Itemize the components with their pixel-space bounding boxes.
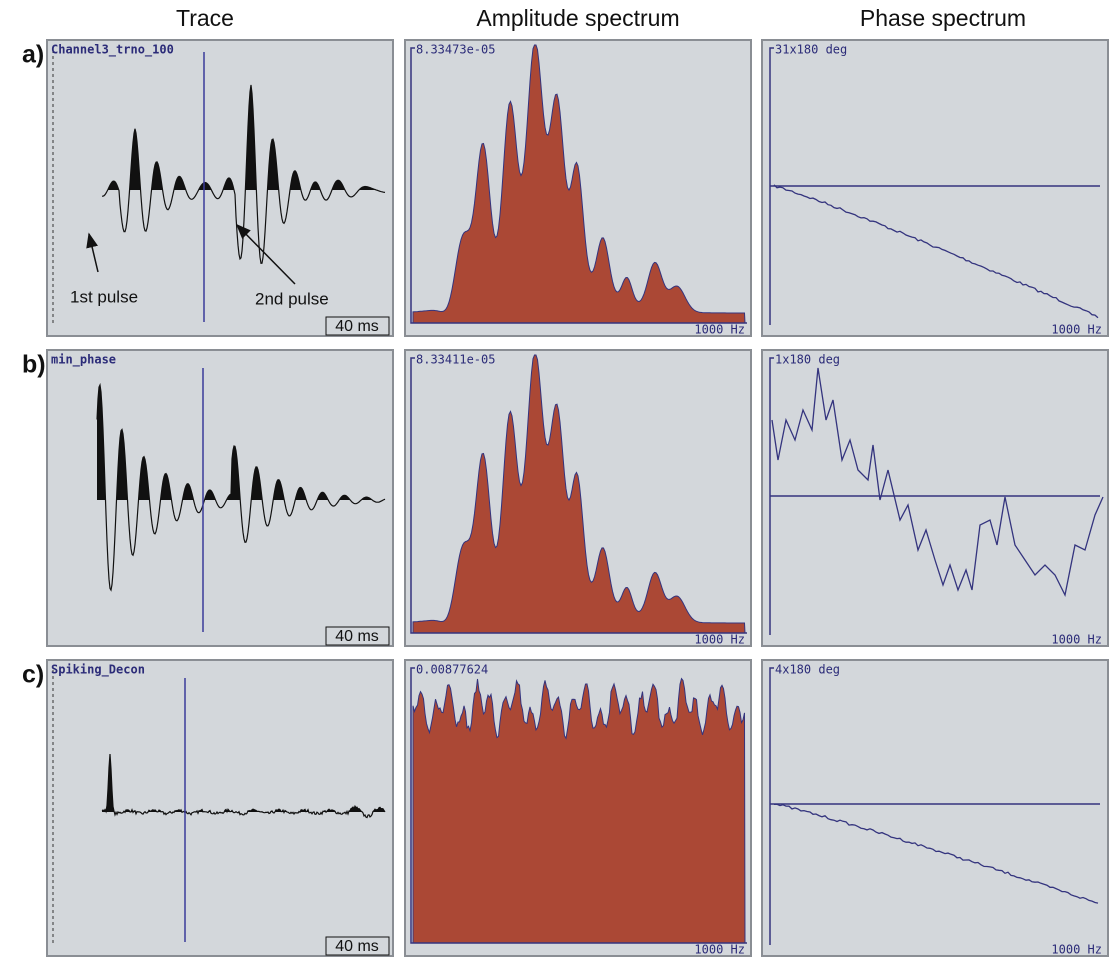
arrow [86, 232, 99, 273]
phase-max: 31x180 deg [775, 43, 847, 57]
annotation: 2nd pulse [255, 289, 329, 308]
scale-label: 40 ms [335, 628, 379, 645]
amplitude-max: 8.33411e-05 [416, 353, 495, 367]
trace-name: min_phase [51, 353, 116, 368]
phase-axis [769, 357, 774, 635]
freq-label: 1000 Hz [1051, 323, 1102, 337]
amplitude-max: 8.33473e-05 [416, 43, 495, 57]
phase-max: 1x180 deg [775, 353, 840, 367]
column-header: Trace [176, 5, 234, 31]
trace-fill [97, 385, 385, 500]
spectrum-fill [412, 44, 746, 324]
spectrum-fill [412, 677, 746, 944]
scale-box [325, 626, 390, 646]
arrow [235, 223, 296, 285]
column-header: Phase spectrum [860, 5, 1026, 31]
freq-label: 1000 Hz [694, 633, 745, 647]
amplitude-max: 0.00877624 [416, 663, 488, 677]
trace-name: Channel3_trno_100 [51, 43, 174, 58]
freq-label: 1000 Hz [694, 943, 745, 957]
trace-name: Spiking_Decon [51, 663, 145, 678]
spectrum-fill [412, 354, 746, 634]
scale-label: 40 ms [335, 938, 379, 955]
annotation: 1st pulse [70, 287, 138, 306]
phase-line [773, 184, 1099, 319]
freq-label: 1000 Hz [1051, 633, 1102, 647]
phase-axis [769, 47, 774, 325]
panel [46, 659, 394, 957]
trace-line [96, 382, 386, 592]
spectrum-axis [410, 47, 747, 324]
scale-box [325, 936, 390, 956]
phase-axis [769, 667, 774, 945]
scale-label: 40 ms [335, 318, 379, 335]
column-header: Amplitude spectrum [476, 5, 679, 31]
trace-line [101, 754, 386, 819]
freq-label: 1000 Hz [1051, 943, 1102, 957]
spectrum-axis [410, 667, 747, 944]
row-label: b) [22, 351, 46, 379]
panel [761, 349, 1109, 647]
phase-line [771, 367, 1104, 597]
phase-line [773, 803, 1099, 904]
panel [761, 659, 1109, 957]
spectrum-axis [410, 357, 747, 634]
freq-label: 1000 Hz [694, 323, 745, 337]
scale-box [325, 316, 390, 336]
row-label: c) [22, 661, 44, 689]
panel [761, 39, 1109, 337]
row-label: a) [22, 41, 44, 69]
phase-max: 4x180 deg [775, 663, 840, 677]
